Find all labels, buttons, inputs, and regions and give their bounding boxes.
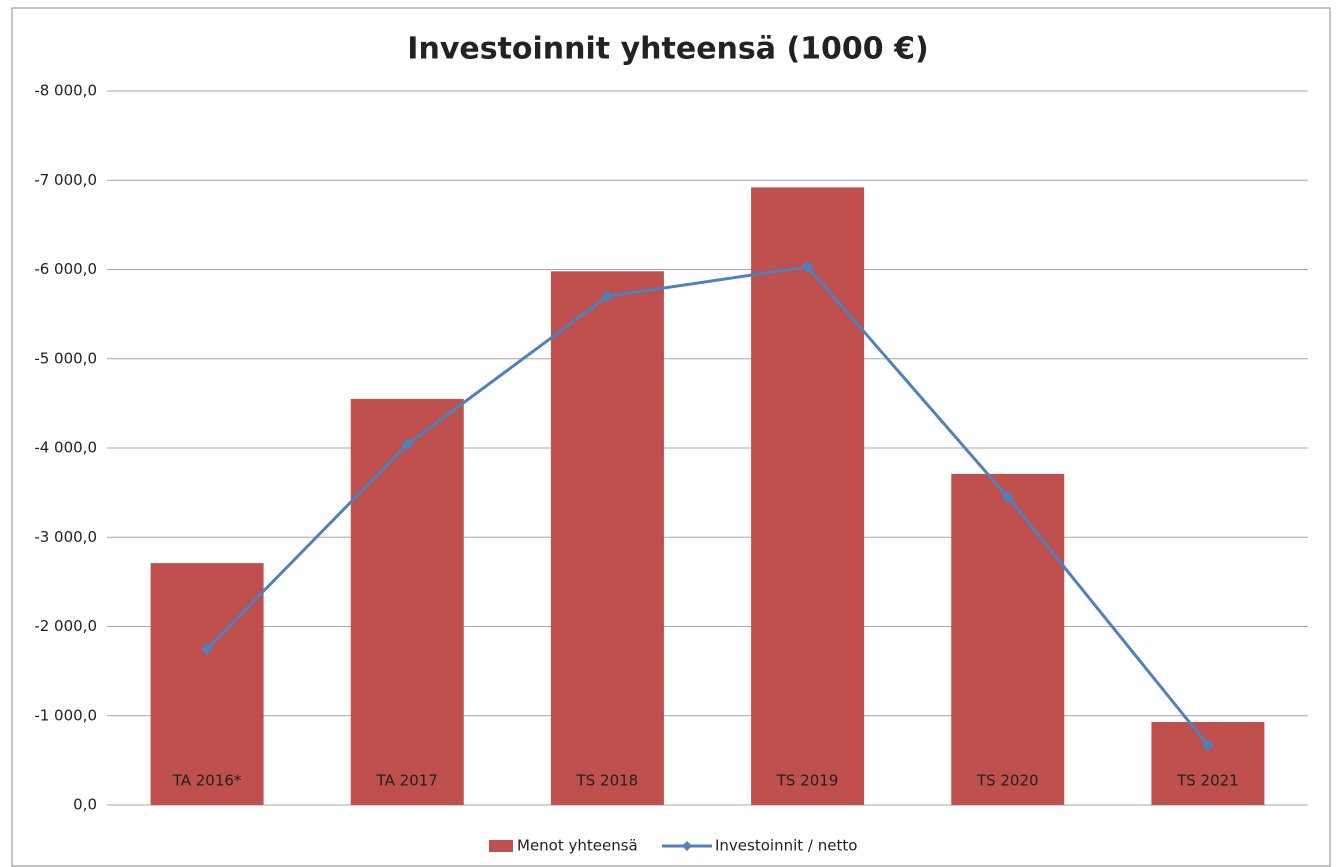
y-tick-label: 0,0 — [73, 796, 97, 814]
x-tick-label: TS 2018 — [576, 772, 639, 790]
line-marker — [801, 260, 814, 273]
x-tick-label: TS 2019 — [776, 772, 839, 790]
bar — [751, 187, 865, 805]
bar — [150, 563, 264, 805]
line-marker — [1001, 491, 1014, 504]
bar — [350, 398, 464, 805]
y-tick-label: -7 000,0 — [34, 171, 97, 189]
y-tick-label: -3 000,0 — [34, 528, 97, 546]
legend-marker — [682, 841, 692, 851]
line-marker — [401, 438, 414, 451]
bar — [951, 473, 1065, 805]
x-tick-label: TA 2016* — [172, 772, 242, 790]
chart-title: Investoinnit yhteensä (1000 €) — [407, 32, 928, 67]
line-marker — [201, 642, 214, 655]
line-marker — [1201, 739, 1214, 752]
x-tick-label: TS 2020 — [976, 772, 1039, 790]
legend-swatch — [489, 840, 513, 852]
y-tick-label: -6 000,0 — [34, 260, 97, 278]
legend-label: Investoinnit / netto — [715, 837, 857, 855]
y-tick-label: -4 000,0 — [34, 439, 97, 457]
legend-label: Menot yhteensä — [517, 837, 638, 855]
line-marker — [601, 290, 614, 303]
y-tick-label: -8 000,0 — [34, 82, 97, 100]
x-tick-label: TS 2021 — [1176, 772, 1239, 790]
x-tick-label: TA 2017 — [376, 772, 438, 790]
bar — [550, 271, 664, 805]
bar — [1151, 721, 1265, 805]
line — [206, 265, 1210, 747]
y-tick-label: -2 000,0 — [34, 617, 97, 635]
y-tick-label: -1 000,0 — [34, 706, 97, 724]
y-tick-label: -5 000,0 — [34, 349, 97, 367]
